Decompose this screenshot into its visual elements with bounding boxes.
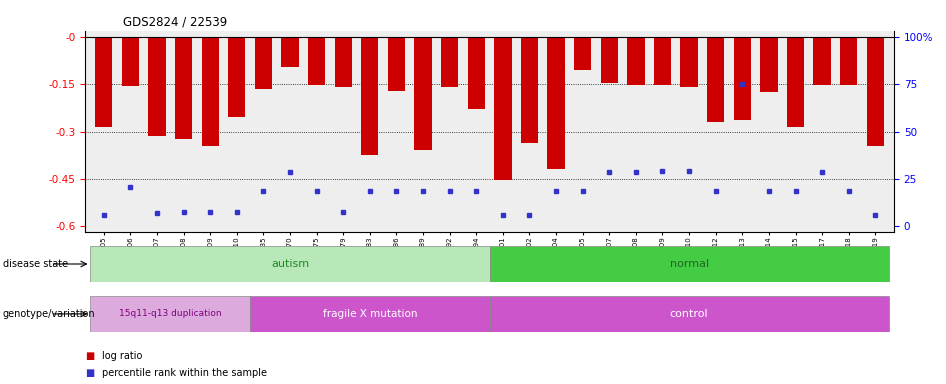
- Bar: [91, 246, 490, 282]
- Bar: [814, 37, 831, 85]
- Bar: [414, 37, 431, 151]
- Bar: [254, 37, 272, 89]
- Bar: [335, 37, 352, 87]
- Text: disease state: disease state: [3, 259, 68, 269]
- Text: fragile X mutation: fragile X mutation: [323, 309, 417, 319]
- Bar: [441, 37, 458, 88]
- Bar: [250, 296, 489, 332]
- Bar: [654, 37, 671, 85]
- Text: ■: ■: [85, 368, 95, 378]
- Bar: [601, 37, 618, 83]
- Text: ■: ■: [85, 351, 95, 361]
- Bar: [574, 37, 591, 70]
- Bar: [149, 37, 166, 136]
- Bar: [494, 37, 512, 180]
- Bar: [228, 37, 245, 118]
- Bar: [867, 37, 884, 146]
- Bar: [761, 37, 778, 92]
- Bar: [91, 296, 250, 332]
- Text: normal: normal: [670, 259, 709, 269]
- Bar: [175, 37, 192, 139]
- Text: 15q11-q13 duplication: 15q11-q13 duplication: [119, 310, 221, 318]
- Bar: [281, 37, 299, 67]
- Text: genotype/variation: genotype/variation: [3, 309, 96, 319]
- Bar: [787, 37, 804, 127]
- Bar: [467, 37, 485, 109]
- Bar: [489, 296, 888, 332]
- Bar: [201, 37, 219, 146]
- Bar: [361, 37, 378, 155]
- Text: control: control: [670, 309, 709, 319]
- Bar: [707, 37, 725, 122]
- Bar: [840, 37, 857, 85]
- Text: autism: autism: [271, 259, 309, 269]
- Bar: [680, 37, 698, 87]
- Bar: [734, 37, 751, 121]
- Bar: [627, 37, 644, 85]
- Bar: [489, 246, 888, 282]
- Bar: [308, 37, 325, 85]
- Text: percentile rank within the sample: percentile rank within the sample: [102, 368, 267, 378]
- Text: log ratio: log ratio: [102, 351, 143, 361]
- Bar: [388, 37, 405, 91]
- Bar: [548, 37, 565, 169]
- Text: GDS2824 / 22539: GDS2824 / 22539: [123, 15, 227, 28]
- Bar: [521, 37, 538, 142]
- Bar: [122, 37, 139, 86]
- Bar: [96, 37, 113, 127]
